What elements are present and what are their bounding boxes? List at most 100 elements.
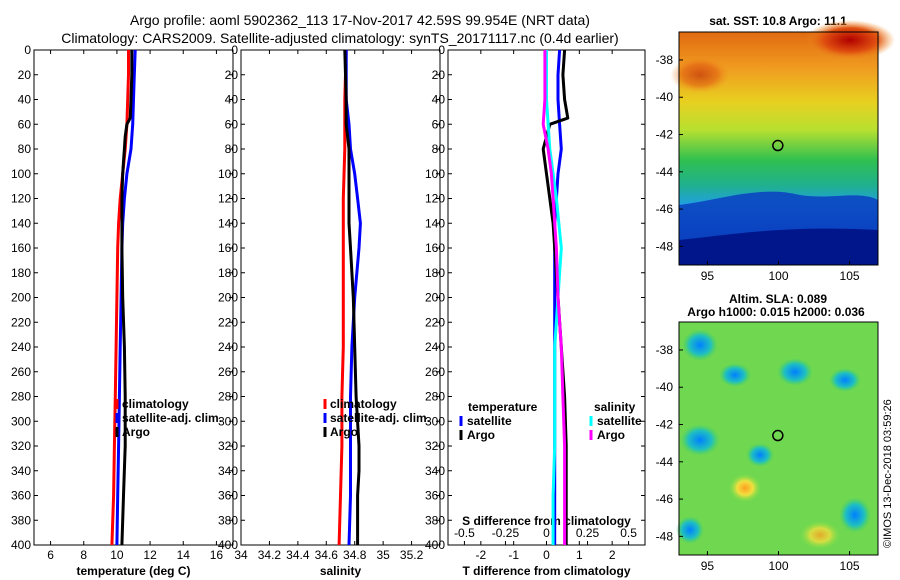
legend-label: satellite	[597, 414, 642, 428]
map-x-tick-label: 100	[768, 559, 788, 573]
sst-map: -38 -40 -42 -44 -46 -48 95 100 105	[656, 20, 895, 283]
y-tick-label: 260	[425, 365, 445, 379]
y-tick-label: 300	[11, 414, 31, 428]
sst-warm-patch	[670, 57, 730, 93]
map-y-tick-label: -38	[656, 343, 674, 357]
legend-label: Argo	[122, 425, 150, 439]
y-tick-label: 360	[11, 489, 31, 503]
legend-label: satellite	[467, 414, 512, 428]
top-x-tick-label: -0.5	[454, 526, 475, 540]
legend-label: Argo	[330, 425, 358, 439]
series-line-argo	[120, 50, 134, 546]
sst-map-title: sat. SST: 10.8 Argo: 11.1	[709, 14, 847, 28]
map-y-tick-label: -48	[656, 239, 674, 253]
salinity-profile-panel: 0 20 40 60 80 100 120 140 160 180 200 220 240 260 280 3…	[218, 43, 441, 578]
y-tick-label: 240	[11, 340, 31, 354]
x-tick-label: 14	[177, 548, 191, 562]
x-tick-label: 34.6	[315, 548, 339, 562]
y-tick-label: 340	[425, 464, 445, 478]
y-tick-label: 200	[218, 291, 238, 305]
temperature-profile-panel: 0 20 40 60 80 100 120 140 160 180 200 220 240 260 280 3…	[11, 43, 234, 578]
y-tick-label: 100	[11, 167, 31, 181]
y-tick-label: 360	[218, 489, 238, 503]
y-tick-label: 380	[425, 513, 445, 527]
y-tick-label: 180	[11, 266, 31, 280]
x-tick-label: 35	[376, 548, 390, 562]
map-y-tick-label: -46	[656, 202, 674, 216]
x-tick-label: 34.2	[258, 548, 282, 562]
y-tick-label: 260	[218, 365, 238, 379]
x-axis-label: temperature (deg C)	[76, 564, 190, 578]
y-tick-label: 340	[218, 464, 238, 478]
y-tick-label: 20	[225, 68, 239, 82]
top-axis-label: S difference from climatology	[462, 514, 631, 528]
y-tick-label: 140	[425, 216, 445, 230]
y-tick-label: 120	[11, 192, 31, 206]
sla-high-anomaly	[800, 521, 840, 549]
y-tick-label: 120	[425, 192, 445, 206]
y-tick-label: 340	[11, 464, 31, 478]
map-x-tick-label: 100	[768, 269, 788, 283]
y-tick-label: 240	[425, 340, 445, 354]
argo-location-marker	[772, 139, 784, 152]
x-tick-label: 8	[80, 548, 87, 562]
legend-title-temperature: temperature	[468, 400, 538, 414]
x-tick-label: 6	[47, 548, 54, 562]
x-tick-label: 12	[143, 548, 157, 562]
x-tick-label: 1	[576, 548, 583, 562]
y-tick-label: 380	[218, 513, 238, 527]
x-axis-label: salinity	[320, 564, 362, 578]
y-tick-label: 60	[18, 117, 32, 131]
figure-title-line2: Climatology: CARS2009. Satellite-adjuste…	[61, 30, 618, 46]
legend-title-salinity: salinity	[594, 400, 636, 414]
sla-map-title-line2: Argo h1000: 0.015 h2000: 0.036	[687, 305, 865, 319]
sla-map-title-line1: Altim. SLA: 0.089	[729, 292, 827, 306]
y-tick-label: 60	[432, 117, 446, 131]
y-tick-label: 300	[425, 414, 445, 428]
y-tick-label: 400	[11, 538, 31, 552]
x-tick-label: -2	[475, 548, 486, 562]
map-x-tick-label: 95	[701, 559, 715, 573]
y-tick-label: 80	[18, 142, 32, 156]
y-tick-label: 220	[11, 315, 31, 329]
y-tick-label: 0	[231, 43, 238, 57]
map-y-tick-label: -44	[656, 455, 674, 469]
x-tick-label: 0	[543, 548, 550, 562]
sla-low-anomaly	[682, 329, 718, 361]
y-tick-label: 100	[218, 167, 238, 181]
sla-low-anomaly	[680, 424, 720, 456]
legend-label: Argo	[597, 428, 625, 442]
copyright-footer: ©IMOS 13-Dec-2018 03:59:26	[882, 399, 894, 548]
y-tick-label: 280	[218, 390, 238, 404]
y-tick-label: 20	[18, 68, 32, 82]
y-tick-label: 360	[425, 489, 445, 503]
figure-title-line1: Argo profile: aoml 5902362_113 17-Nov-20…	[130, 12, 590, 28]
series-line-satellite-adj-clim-	[344, 50, 362, 546]
y-tick-label: 140	[218, 216, 238, 230]
y-tick-label: 280	[11, 390, 31, 404]
x-tick-label: 2	[609, 548, 616, 562]
x-tick-label: 34	[234, 548, 248, 562]
sst-warm-patch	[805, 20, 895, 60]
top-x-tick-label: 0.25	[576, 526, 600, 540]
sla-low-anomaly	[839, 497, 871, 533]
y-tick-label: 160	[218, 241, 238, 255]
map-y-tick-label: -46	[656, 492, 674, 506]
y-tick-label: 0	[438, 43, 445, 57]
y-tick-label: 20	[432, 68, 446, 82]
x-tick-label: 34.4	[286, 548, 310, 562]
y-tick-label: 200	[11, 291, 31, 305]
y-tick-label: 220	[218, 315, 238, 329]
y-tick-label: 60	[225, 117, 239, 131]
sst-cold-region	[679, 228, 878, 265]
y-tick-label: 380	[11, 513, 31, 527]
y-tick-label: 40	[225, 93, 239, 107]
legend-label: climatology	[330, 397, 397, 411]
y-tick-label: 40	[432, 93, 446, 107]
y-tick-label: 180	[425, 266, 445, 280]
series-line-argo	[343, 49, 361, 545]
sla-map: -38 -40 -42 -44 -46 -48 95 100 105	[656, 321, 879, 573]
map-x-tick-label: 105	[840, 559, 860, 573]
top-x-tick-label: 0.5	[620, 526, 637, 540]
